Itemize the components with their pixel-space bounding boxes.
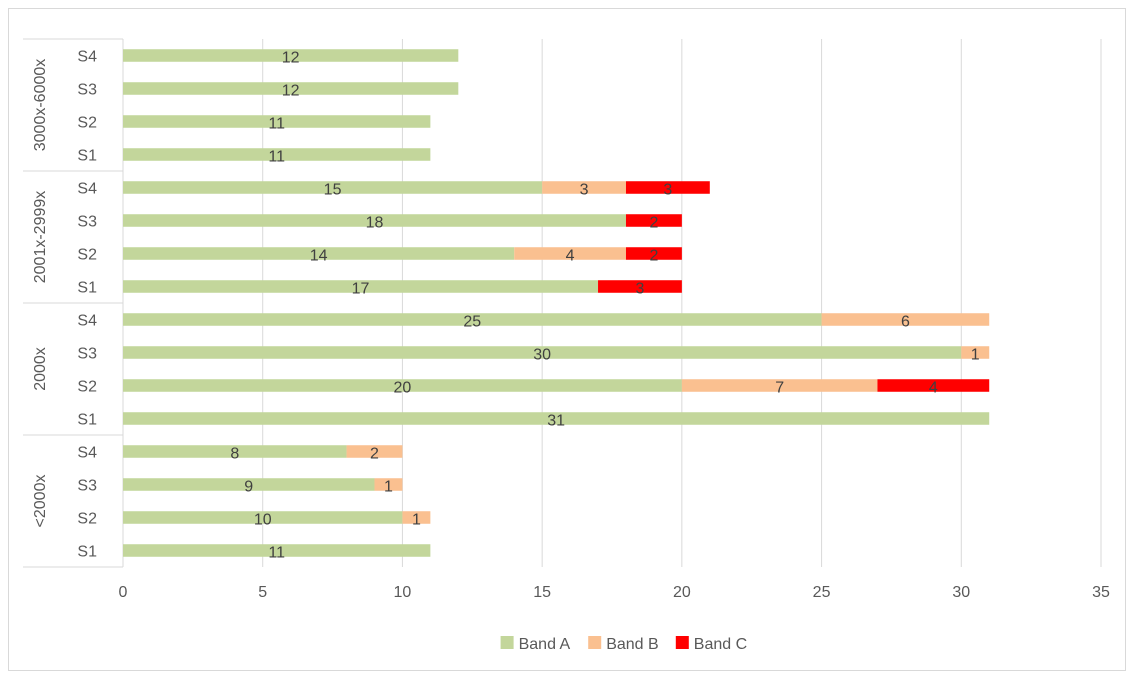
data-label: 3 xyxy=(635,281,644,298)
bar-segment xyxy=(123,181,543,194)
data-label: 2 xyxy=(649,215,658,232)
legend-label: Band B xyxy=(606,636,658,653)
data-label: 1 xyxy=(384,479,393,496)
data-label: 7 xyxy=(775,380,784,397)
data-label: 12 xyxy=(282,83,300,100)
category-label: S3 xyxy=(77,214,97,231)
group-label: <2000x xyxy=(32,475,49,528)
group-label: 2000x xyxy=(32,347,49,391)
x-tick-label: 10 xyxy=(394,584,412,601)
bar-segment xyxy=(402,511,431,524)
bar-segment xyxy=(123,346,962,359)
bar-segment xyxy=(123,379,682,392)
legend: Band A Band B Band C xyxy=(500,636,747,653)
bar-segment xyxy=(123,115,431,128)
legend-swatch xyxy=(500,636,514,649)
bar-segment xyxy=(123,313,822,326)
legend-label: Band C xyxy=(694,636,747,653)
data-label: 9 xyxy=(244,479,253,496)
bar-segment xyxy=(123,214,626,227)
category-label: S3 xyxy=(77,478,97,495)
bar-segment xyxy=(625,247,682,260)
data-label: 12 xyxy=(282,50,300,67)
category-label: S1 xyxy=(77,280,97,297)
bars xyxy=(123,49,990,557)
data-label: 15 xyxy=(324,182,342,199)
data-label: 1 xyxy=(412,512,421,529)
group-label: 2001x-2999x xyxy=(32,191,49,284)
data-label: 4 xyxy=(929,380,938,397)
category-label: S2 xyxy=(77,379,97,396)
category-label: S3 xyxy=(77,346,97,363)
data-label: 18 xyxy=(366,215,384,232)
data-label: 4 xyxy=(566,248,575,265)
bar-segment xyxy=(374,478,403,491)
data-label: 14 xyxy=(310,248,328,265)
category-label: S1 xyxy=(77,148,97,165)
x-tick-label: 25 xyxy=(813,584,831,601)
x-tick-label: 15 xyxy=(533,584,551,601)
bar-segment xyxy=(625,214,682,227)
bar-segment xyxy=(877,379,990,392)
category-label: S4 xyxy=(77,445,97,462)
x-tick-label: 35 xyxy=(1092,584,1110,601)
category-label: S3 xyxy=(77,82,97,99)
bar-segment xyxy=(346,445,403,458)
category-label: S2 xyxy=(77,115,97,132)
x-axis-ticks: 0 5 10 15 20 25 30 35 xyxy=(119,584,1110,601)
bar-segment xyxy=(821,313,990,326)
category-label: S1 xyxy=(77,412,97,429)
data-label: 11 xyxy=(268,149,285,166)
stacked-bar-chart: S1S2S3S4S1S2S3S4S1S2S3S4S1S2S3S4<2000x20… xyxy=(23,38,1110,653)
data-label: 20 xyxy=(394,380,412,397)
category-label: S4 xyxy=(77,181,97,198)
bar-segment xyxy=(123,445,347,458)
bar-segment xyxy=(123,49,459,62)
legend-swatch xyxy=(588,636,602,649)
bar-segment xyxy=(123,412,990,425)
data-label: 1 xyxy=(971,347,980,364)
data-label: 2 xyxy=(649,248,658,265)
group-label: 3000x-6000x xyxy=(32,59,49,152)
category-axis: S1 S2 S3 S4 S1 S2 S3 S4 S1 S2 S3 S4 S1 S2 S3 S4 <2000x 20… xyxy=(23,38,124,568)
data-label: 8 xyxy=(230,446,239,463)
bar-segment xyxy=(514,247,626,260)
category-label: S1 xyxy=(77,544,97,561)
data-label: 3 xyxy=(663,182,672,199)
data-label: 10 xyxy=(254,512,272,529)
bar-segment xyxy=(961,346,990,359)
data-label: 11 xyxy=(268,545,285,562)
data-label: 3 xyxy=(580,182,589,199)
bar-segment xyxy=(123,148,431,161)
legend-swatch xyxy=(675,636,689,649)
category-label: S4 xyxy=(77,49,97,66)
x-tick-label: 0 xyxy=(119,584,128,601)
data-label: 30 xyxy=(533,347,551,364)
data-label: 2 xyxy=(370,446,379,463)
category-label: S4 xyxy=(77,313,97,330)
x-tick-label: 30 xyxy=(952,584,970,601)
x-tick-label: 20 xyxy=(673,584,691,601)
bar-segment xyxy=(598,280,682,293)
legend-label: Band A xyxy=(519,636,571,653)
data-label: 11 xyxy=(268,116,285,133)
bar-segment xyxy=(123,511,403,524)
bar-segment xyxy=(123,280,599,293)
x-tick-label: 5 xyxy=(258,584,267,601)
data-label: 31 xyxy=(547,413,565,430)
bar-segment xyxy=(625,181,710,194)
data-label: 25 xyxy=(463,314,481,331)
bar-segment xyxy=(681,379,878,392)
bar-segment xyxy=(123,544,431,557)
bar-segment xyxy=(123,82,459,95)
bar-segment xyxy=(123,478,375,491)
data-label: 6 xyxy=(901,314,910,331)
bar-segment xyxy=(542,181,626,194)
chart-frame: S1 S2 S3 S4 S1 S2 S3 S4 S1 S2 S3 S4 S1 S2 S3 S4 <2000x 20… xyxy=(8,8,1126,671)
bar-segment xyxy=(123,247,515,260)
category-label: S2 xyxy=(77,511,97,528)
category-label: S2 xyxy=(77,247,97,264)
data-label: 17 xyxy=(352,281,370,298)
